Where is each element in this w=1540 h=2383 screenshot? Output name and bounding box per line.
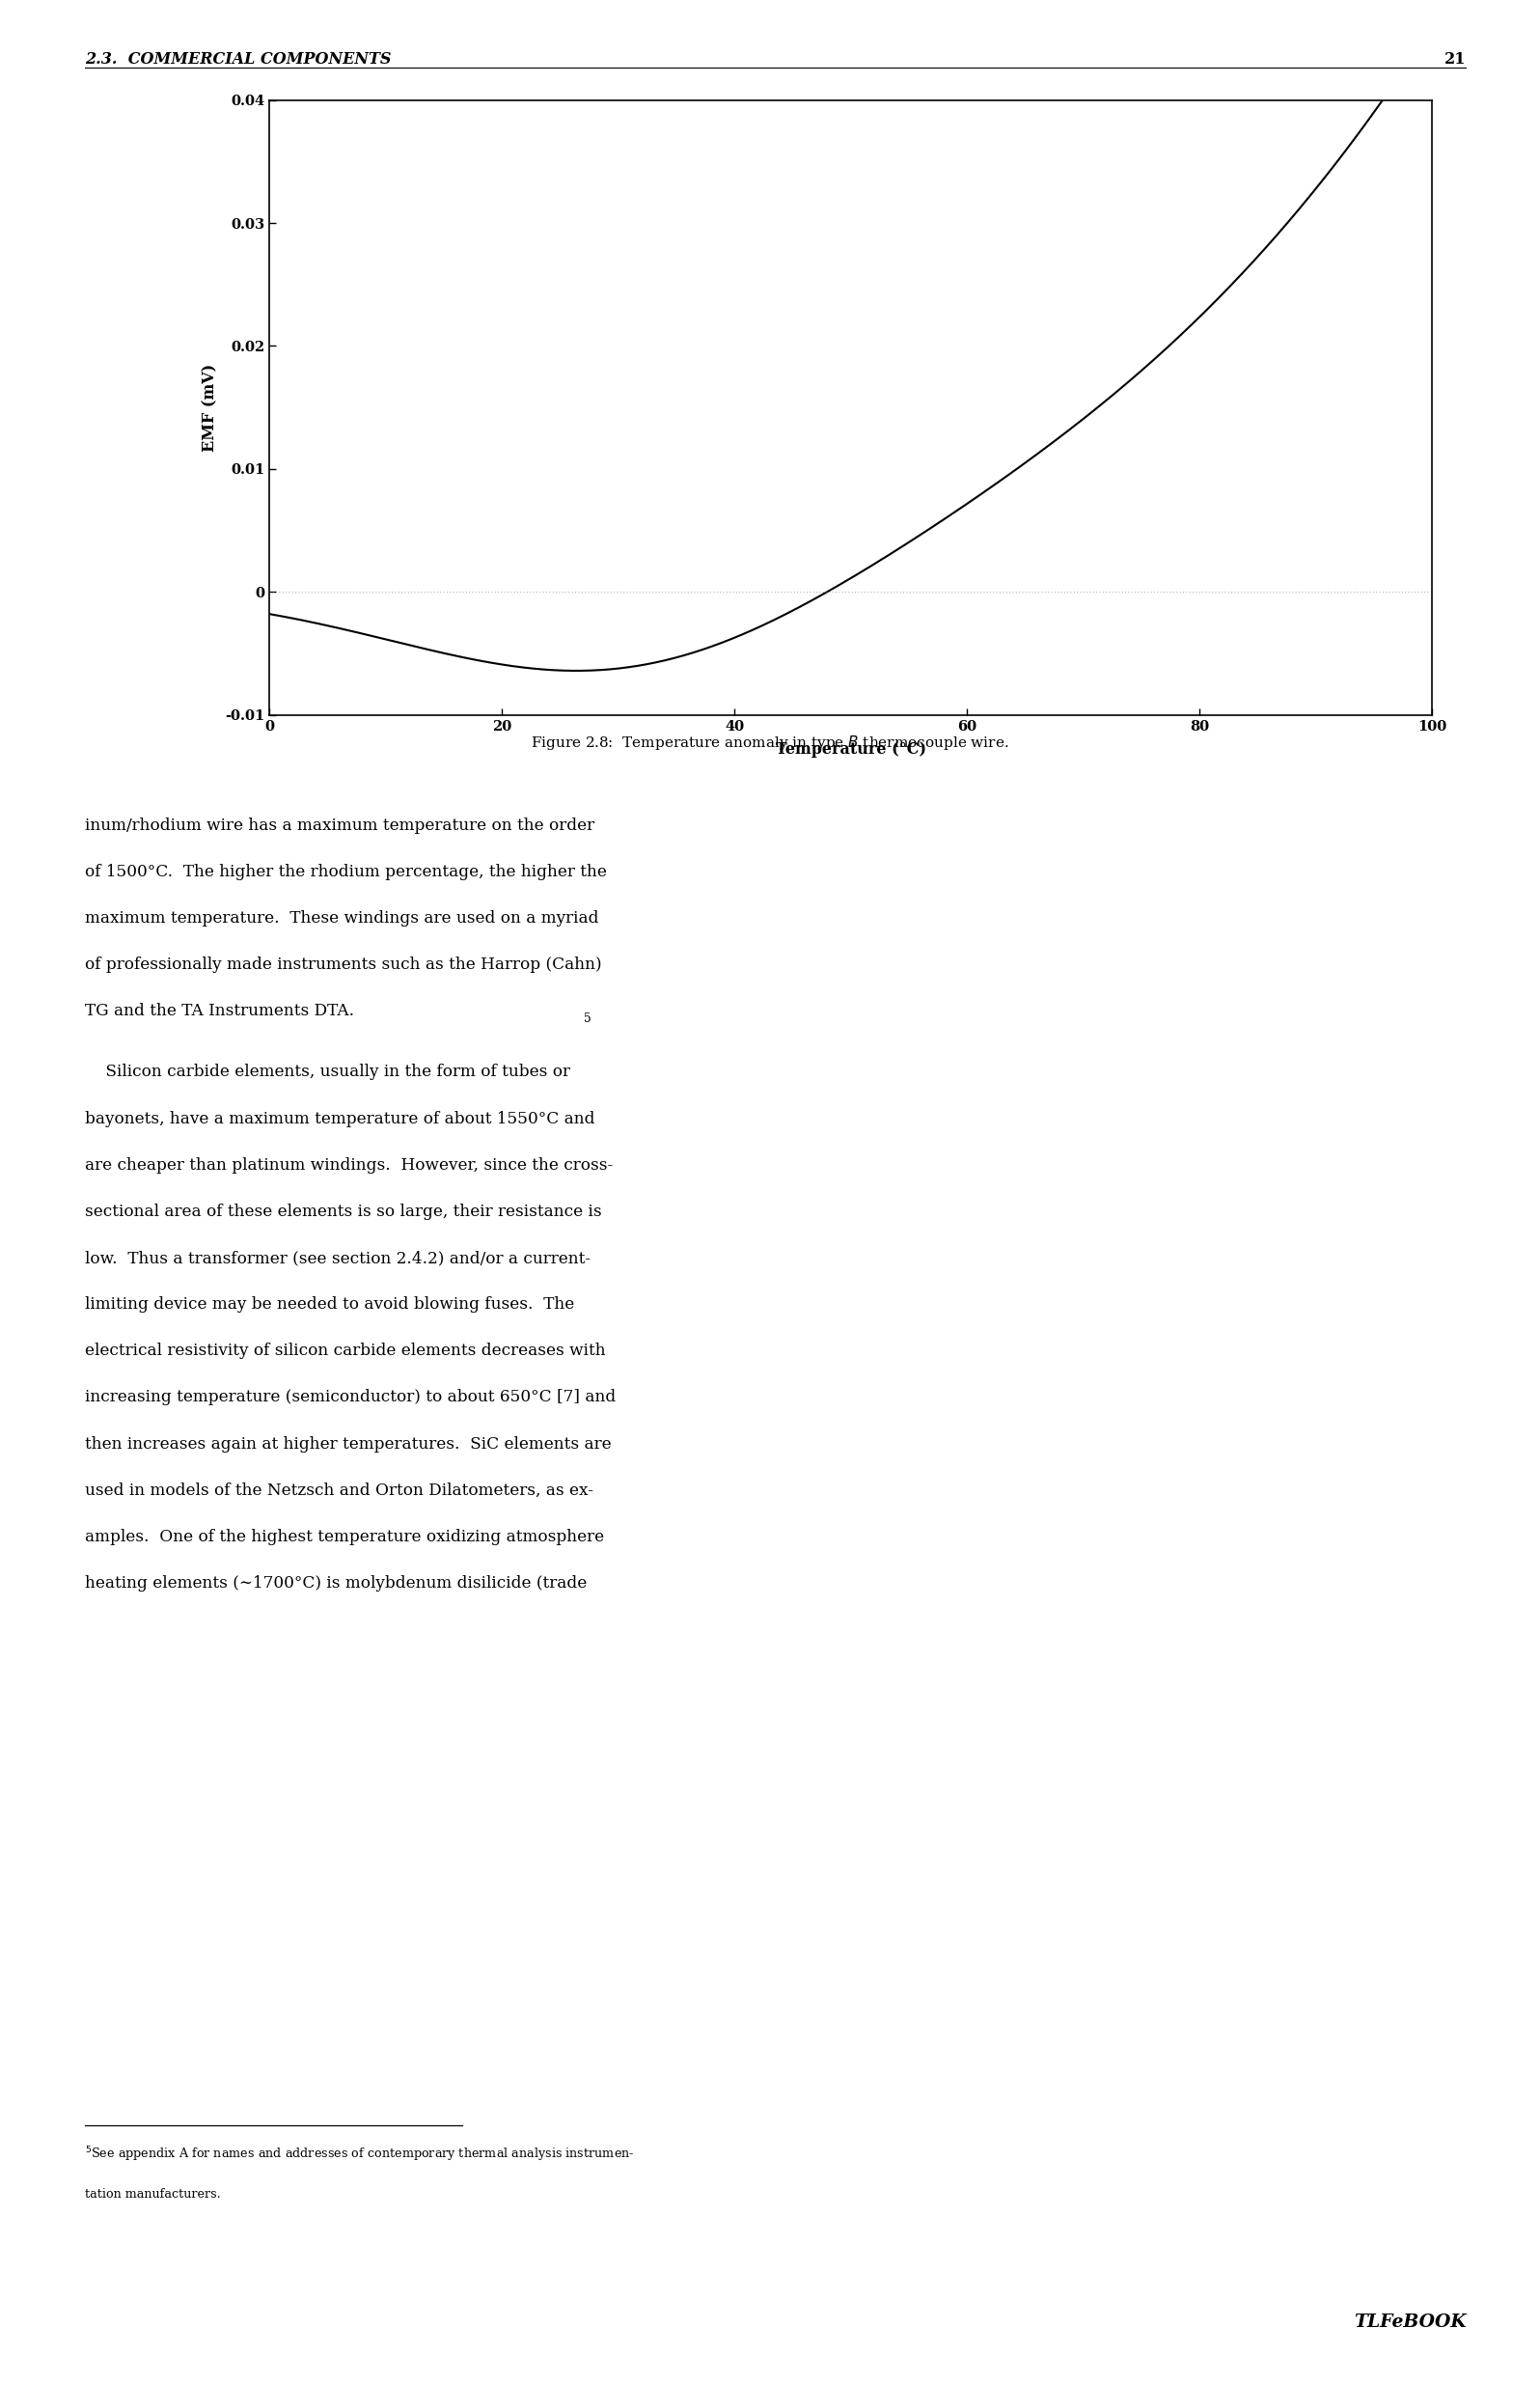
Text: low.  Thus a transformer (see section 2.4.2) and/or a current-: low. Thus a transformer (see section 2.4… — [85, 1249, 590, 1265]
Text: of professionally made instruments such as the Harrop (Cahn): of professionally made instruments such … — [85, 956, 602, 972]
Text: TLFeBOOK: TLFeBOOK — [1354, 2314, 1466, 2331]
Text: amples.  One of the highest temperature oxidizing atmosphere: amples. One of the highest temperature o… — [85, 1528, 604, 1544]
Text: tation manufacturers.: tation manufacturers. — [85, 2188, 220, 2200]
Text: sectional area of these elements is so large, their resistance is: sectional area of these elements is so l… — [85, 1203, 602, 1220]
Text: 2.3.  COMMERCIAL COMPONENTS: 2.3. COMMERCIAL COMPONENTS — [85, 50, 391, 67]
Text: electrical resistivity of silicon carbide elements decreases with: electrical resistivity of silicon carbid… — [85, 1342, 605, 1358]
Text: 21: 21 — [1445, 50, 1466, 67]
Text: inum/rhodium wire has a maximum temperature on the order: inum/rhodium wire has a maximum temperat… — [85, 817, 594, 834]
Text: increasing temperature (semiconductor) to about 650°C [7] and: increasing temperature (semiconductor) t… — [85, 1389, 616, 1406]
Text: used in models of the Netzsch and Orton Dilatometers, as ex-: used in models of the Netzsch and Orton … — [85, 1482, 593, 1499]
Text: maximum temperature.  These windings are used on a myriad: maximum temperature. These windings are … — [85, 910, 599, 927]
Text: then increases again at higher temperatures.  SiC elements are: then increases again at higher temperatu… — [85, 1435, 611, 1451]
X-axis label: Temperature (°C): Temperature (°C) — [776, 741, 926, 758]
Text: of 1500°C.  The higher the rhodium percentage, the higher the: of 1500°C. The higher the rhodium percen… — [85, 863, 607, 879]
Y-axis label: EMF (mV): EMF (mV) — [202, 365, 219, 450]
Text: are cheaper than platinum windings.  However, since the cross-: are cheaper than platinum windings. Howe… — [85, 1156, 613, 1172]
Text: 5: 5 — [584, 1013, 591, 1025]
Text: Figure 2.8:  Temperature anomaly in type $B$ thermocouple wire.: Figure 2.8: Temperature anomaly in type … — [531, 734, 1009, 753]
Text: TG and the TA Instruments DTA.: TG and the TA Instruments DTA. — [85, 1003, 354, 1020]
Text: bayonets, have a maximum temperature of about 1550°C and: bayonets, have a maximum temperature of … — [85, 1110, 594, 1127]
Text: $^5$See appendix A for names and addresses of contemporary thermal analysis inst: $^5$See appendix A for names and address… — [85, 2145, 634, 2164]
Text: Silicon carbide elements, usually in the form of tubes or: Silicon carbide elements, usually in the… — [85, 1063, 570, 1079]
Text: heating elements (∼1700°C) is molybdenum disilicide (trade: heating elements (∼1700°C) is molybdenum… — [85, 1575, 587, 1592]
Text: limiting device may be needed to avoid blowing fuses.  The: limiting device may be needed to avoid b… — [85, 1296, 574, 1313]
